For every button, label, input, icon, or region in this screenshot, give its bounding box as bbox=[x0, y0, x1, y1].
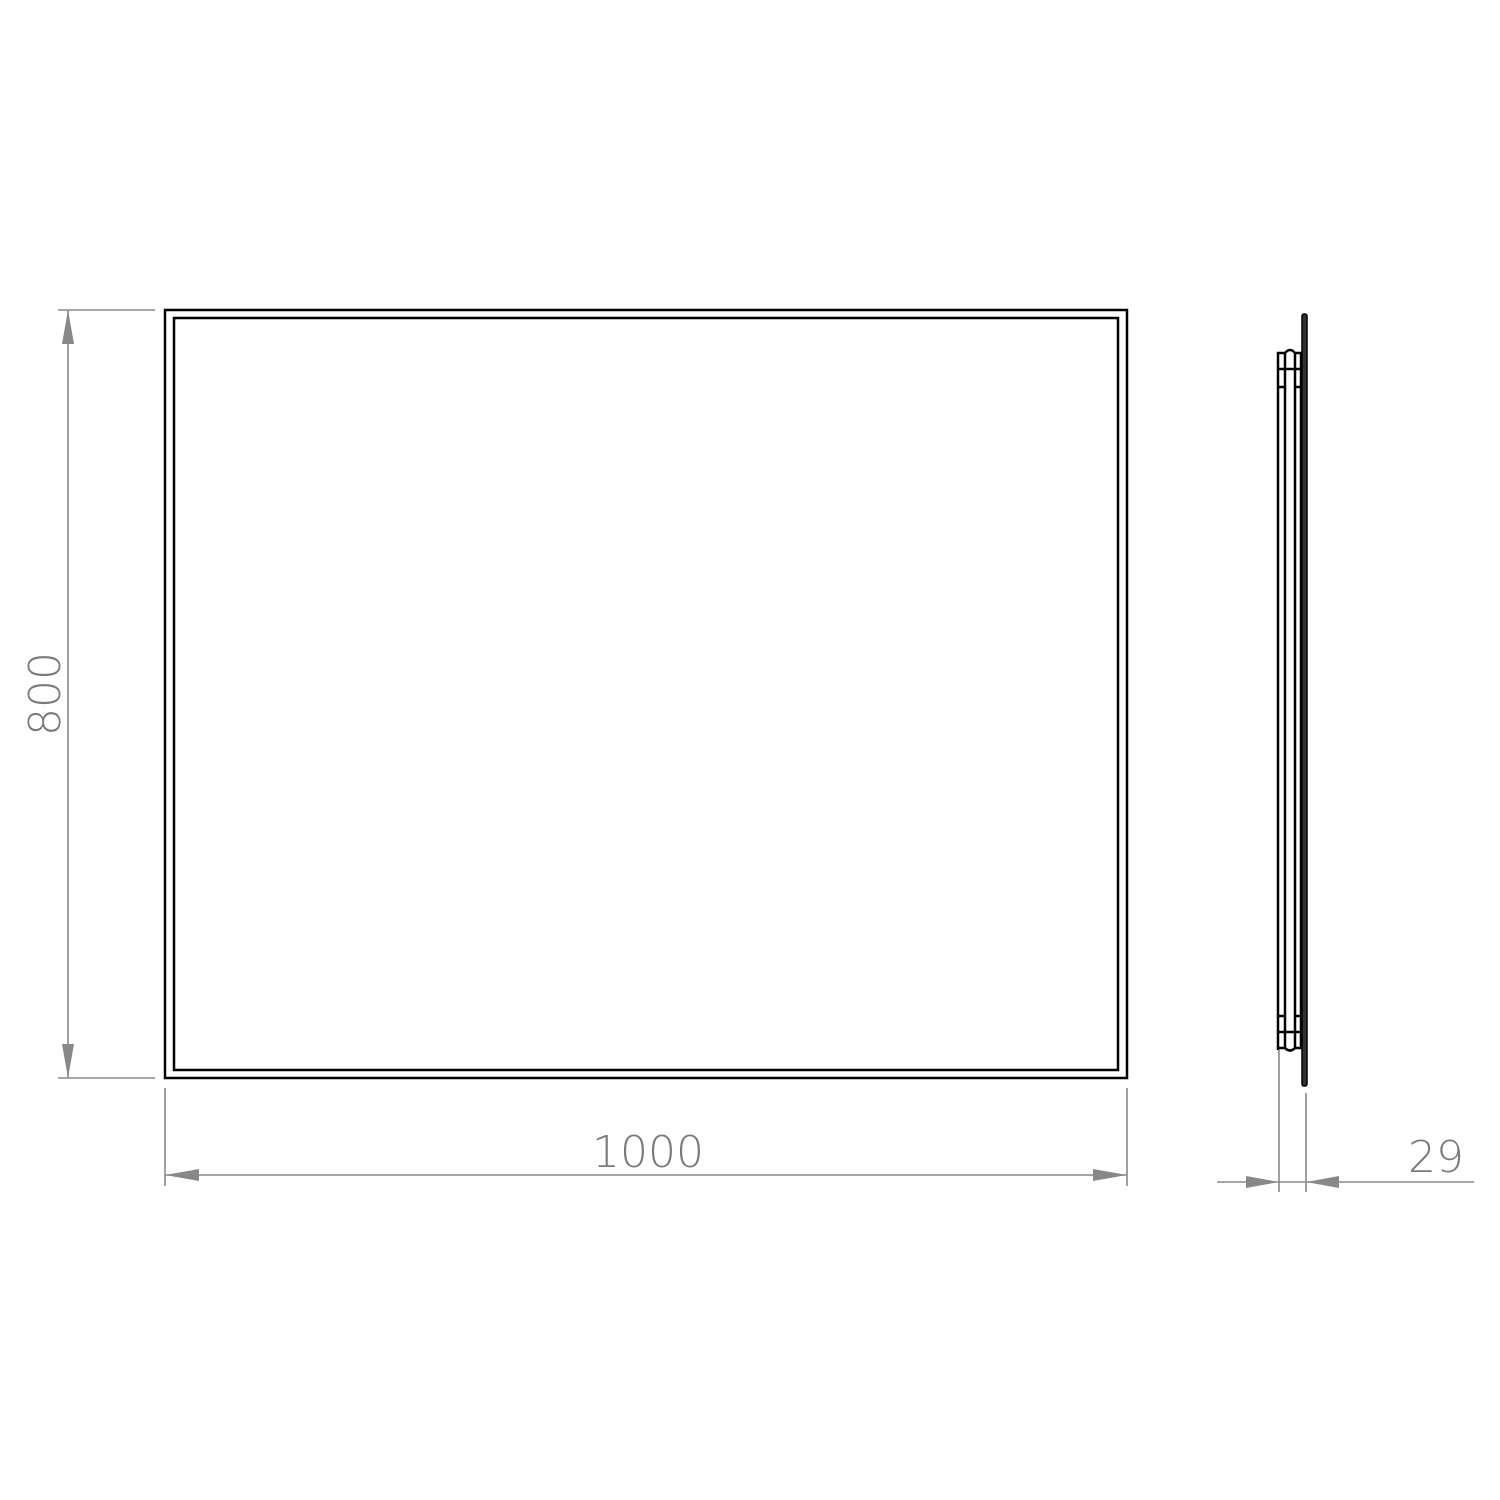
frame-profile bbox=[1276, 348, 1303, 1052]
height-label: 800 bbox=[20, 652, 71, 736]
arrow-down bbox=[62, 1044, 74, 1078]
depth-label: 29 bbox=[1408, 1132, 1464, 1183]
arrow-right bbox=[1246, 1176, 1279, 1188]
arrow-left bbox=[1306, 1176, 1339, 1188]
height-dimension: 800 bbox=[20, 309, 155, 1079]
glass-panel bbox=[1301, 313, 1308, 1087]
width-dimension: 1000 bbox=[164, 1088, 1128, 1186]
arrow-left bbox=[165, 1169, 199, 1181]
front-view bbox=[163, 308, 1129, 1080]
width-label: 1000 bbox=[592, 1127, 704, 1178]
arrow-right bbox=[1093, 1169, 1127, 1181]
depth-dimension: 29 bbox=[1217, 1050, 1474, 1192]
arrow-up bbox=[62, 310, 74, 344]
side-view bbox=[1276, 313, 1308, 1087]
mirror-outer-edge bbox=[163, 308, 1129, 1080]
mirror-inner-edge bbox=[172, 316, 1120, 1072]
